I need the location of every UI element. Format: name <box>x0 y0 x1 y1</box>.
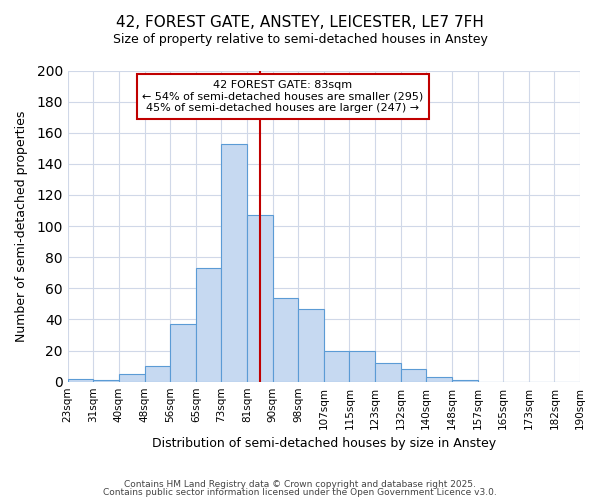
Bar <box>401 369 427 382</box>
X-axis label: Distribution of semi-detached houses by size in Anstey: Distribution of semi-detached houses by … <box>152 437 496 450</box>
Text: Contains HM Land Registry data © Crown copyright and database right 2025.: Contains HM Land Registry data © Crown c… <box>124 480 476 489</box>
Bar <box>196 268 221 382</box>
Text: 42, FOREST GATE, ANSTEY, LEICESTER, LE7 7FH: 42, FOREST GATE, ANSTEY, LEICESTER, LE7 … <box>116 15 484 30</box>
Bar <box>324 350 349 382</box>
Text: 42 FOREST GATE: 83sqm
← 54% of semi-detached houses are smaller (295)
45% of sem: 42 FOREST GATE: 83sqm ← 54% of semi-deta… <box>142 80 424 113</box>
Bar <box>145 366 170 382</box>
Bar <box>94 380 119 382</box>
Bar <box>221 144 247 382</box>
Bar <box>349 350 375 382</box>
Bar <box>119 374 145 382</box>
Y-axis label: Number of semi-detached properties: Number of semi-detached properties <box>15 110 28 342</box>
Bar <box>452 380 478 382</box>
Text: Size of property relative to semi-detached houses in Anstey: Size of property relative to semi-detach… <box>113 32 487 46</box>
Bar <box>68 378 94 382</box>
Bar <box>170 324 196 382</box>
Bar <box>272 298 298 382</box>
Bar <box>298 308 324 382</box>
Text: Contains public sector information licensed under the Open Government Licence v3: Contains public sector information licen… <box>103 488 497 497</box>
Bar <box>247 215 272 382</box>
Bar <box>375 363 401 382</box>
Bar <box>427 377 452 382</box>
